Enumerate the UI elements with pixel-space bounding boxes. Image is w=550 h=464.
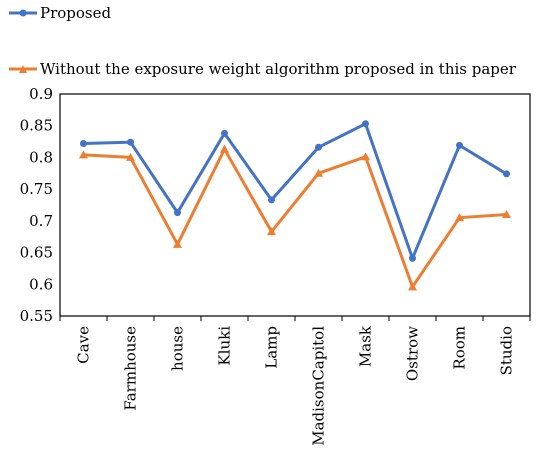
x-category-label: Farmhouse xyxy=(122,326,140,411)
data-point-series-1 xyxy=(174,209,181,217)
data-point-series-2 xyxy=(314,168,323,177)
data-point-series-1 xyxy=(503,170,510,178)
data-point-series-1 xyxy=(315,143,322,151)
series-line-1 xyxy=(83,122,508,260)
y-tick-label: 0.55 xyxy=(20,307,53,325)
x-category-label: Cave xyxy=(75,326,93,364)
legend-item-proposed: Proposed xyxy=(8,4,111,22)
data-point-series-1 xyxy=(268,196,275,204)
legend-swatch-without-exposure xyxy=(9,65,37,73)
x-category-label: Mask xyxy=(357,325,375,367)
y-tick-label: 0.75 xyxy=(20,180,53,198)
data-point-series-2 xyxy=(455,213,464,222)
x-category-label: Room xyxy=(451,326,469,370)
data-point-series-1 xyxy=(409,254,416,262)
data-point-series-2 xyxy=(220,144,229,153)
data-point-series-2 xyxy=(173,239,182,248)
y-tick-label: 0.6 xyxy=(29,275,53,293)
legend-label-proposed: Proposed xyxy=(40,4,112,22)
x-category-label: Ostrow xyxy=(404,326,422,381)
data-point-series-2 xyxy=(267,227,276,236)
x-category-label: Kluki xyxy=(216,326,234,366)
y-tick-label: 0.7 xyxy=(29,212,53,230)
y-tick-label: 0.9 xyxy=(29,85,53,103)
data-point-series-2 xyxy=(126,152,135,161)
x-category-label: house xyxy=(169,326,187,371)
legend-label-without-exposure: Without the exposure weight algorithm pr… xyxy=(40,60,516,78)
data-point-series-1 xyxy=(80,139,87,147)
y-tick-label: 0.65 xyxy=(20,244,53,262)
x-category-label: Studio xyxy=(498,326,516,375)
data-point-series-2 xyxy=(79,150,88,159)
y-tick-label: 0.8 xyxy=(29,148,53,166)
legend-item-without-exposure: Without the exposure weight algorithm pr… xyxy=(8,60,516,78)
legend-swatch-proposed xyxy=(9,9,37,17)
series-line-2 xyxy=(83,147,507,289)
plot-area-frame xyxy=(59,93,531,317)
y-tick-label: 0.85 xyxy=(20,117,53,135)
x-category-label: MadisonCapitol xyxy=(310,326,328,446)
data-point-series-2 xyxy=(408,282,417,291)
data-point-series-1 xyxy=(456,141,463,149)
data-point-series-2 xyxy=(361,152,370,161)
x-category-label: Lamp xyxy=(263,326,281,369)
data-point-series-1 xyxy=(221,129,228,137)
data-point-series-1 xyxy=(362,120,369,128)
data-point-series-1 xyxy=(127,138,134,146)
data-point-series-2 xyxy=(502,210,511,219)
